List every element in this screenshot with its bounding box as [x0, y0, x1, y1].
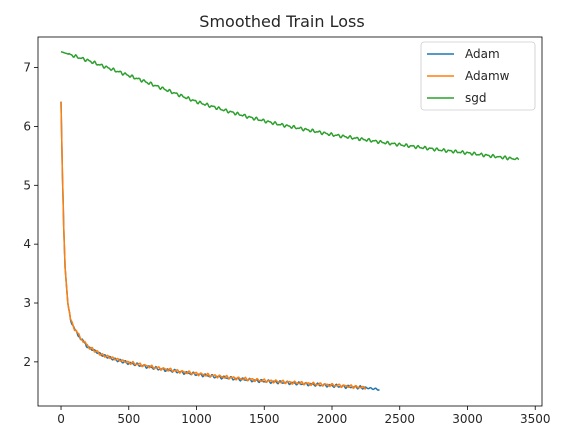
legend-label-adam: Adam — [465, 47, 500, 61]
x-tick-label: 2500 — [384, 412, 415, 426]
legend-box — [420, 41, 536, 111]
legend: Adam Adamw sgd — [420, 41, 536, 111]
x-tick-label: 0 — [57, 412, 65, 426]
chart-title: Smoothed Train Loss — [199, 12, 364, 31]
legend-label-sgd: sgd — [465, 91, 487, 105]
x-tick-label: 3000 — [452, 412, 483, 426]
x-axis: 0 500 1000 1500 2000 2500 3000 3500 — [57, 406, 550, 426]
series-line-adamw — [60, 101, 367, 390]
series-line-adam — [60, 101, 380, 391]
y-tick-label: 5 — [23, 178, 31, 192]
y-tick-label: 6 — [23, 119, 31, 133]
plot-lines — [60, 50, 520, 391]
series-line-sgd — [60, 50, 520, 161]
y-axis: 2 3 4 5 6 7 — [23, 61, 38, 369]
x-tick-label: 500 — [117, 412, 140, 426]
x-tick-label: 1000 — [181, 412, 212, 426]
x-tick-label: 2000 — [317, 412, 348, 426]
legend-label-adamw: Adamw — [465, 69, 510, 83]
y-tick-label: 2 — [23, 355, 31, 369]
plot-frame — [37, 36, 543, 407]
y-tick-label: 3 — [23, 296, 31, 310]
y-tick-label: 7 — [23, 61, 31, 75]
x-tick-label: 1500 — [249, 412, 280, 426]
x-tick-label: 3500 — [520, 412, 551, 426]
y-tick-label: 4 — [23, 237, 31, 251]
